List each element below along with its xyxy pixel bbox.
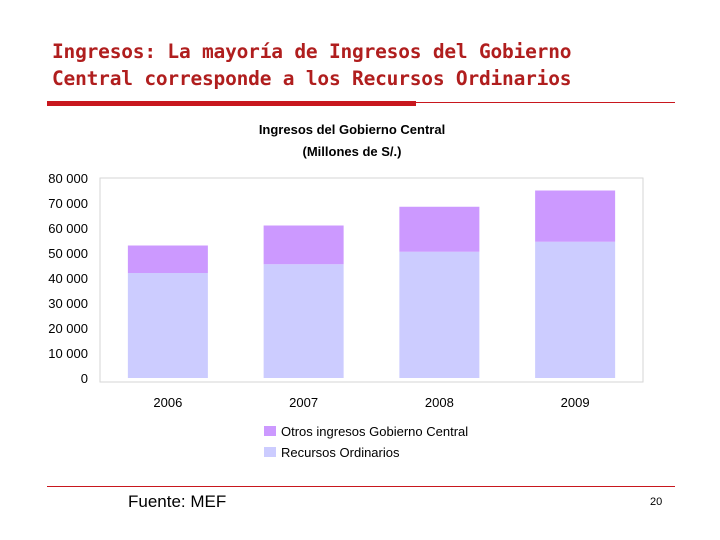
page-number: 20 bbox=[650, 496, 663, 508]
legend-label: Recursos Ordinarios bbox=[281, 445, 400, 460]
y-tick-label: 40 000 bbox=[48, 271, 88, 286]
bar-otros-ingresos-2009 bbox=[535, 190, 616, 242]
bar-otros-ingresos-2008 bbox=[399, 206, 480, 252]
bar-recursos-ordinarios-2009 bbox=[535, 241, 616, 378]
bar-otros-ingresos-2007 bbox=[263, 225, 344, 265]
x-tick-label: 2009 bbox=[561, 395, 590, 410]
y-tick-label: 20 000 bbox=[48, 321, 88, 336]
slide-title: Ingresos: La mayoría de Ingresos del Gob… bbox=[52, 38, 692, 92]
y-tick-label: 80 000 bbox=[48, 171, 88, 186]
chart-subtitle: (Millones de S/.) bbox=[303, 144, 402, 159]
footer-rule bbox=[47, 486, 675, 487]
bar-recursos-ordinarios-2006 bbox=[127, 273, 208, 378]
title-underline-thin bbox=[416, 102, 675, 103]
y-tick-label: 60 000 bbox=[48, 221, 88, 236]
title-underline-thick bbox=[47, 101, 416, 106]
chart-title: Ingresos del Gobierno Central bbox=[259, 122, 445, 137]
x-tick-label: 2006 bbox=[153, 395, 182, 410]
y-tick-label: 10 000 bbox=[48, 346, 88, 361]
x-tick-label: 2007 bbox=[289, 395, 318, 410]
bar-otros-ingresos-2006 bbox=[127, 245, 208, 273]
source-note: Fuente: MEF bbox=[128, 492, 227, 511]
bar-recursos-ordinarios-2008 bbox=[399, 251, 480, 378]
legend-label: Otros ingresos Gobierno Central bbox=[281, 424, 468, 439]
x-tick-label: 2008 bbox=[425, 395, 454, 410]
y-tick-label: 0 bbox=[81, 371, 88, 386]
bar-recursos-ordinarios-2007 bbox=[263, 264, 344, 378]
y-tick-label: 30 000 bbox=[48, 296, 88, 311]
y-tick-label: 70 000 bbox=[48, 196, 88, 211]
title-line-2: Central corresponde a los Recursos Ordin… bbox=[52, 67, 572, 90]
y-tick-label: 50 000 bbox=[48, 246, 88, 261]
legend-swatch bbox=[264, 447, 276, 457]
title-line-1: Ingresos: La mayoría de Ingresos del Gob… bbox=[52, 40, 572, 63]
legend-swatch bbox=[264, 426, 276, 436]
